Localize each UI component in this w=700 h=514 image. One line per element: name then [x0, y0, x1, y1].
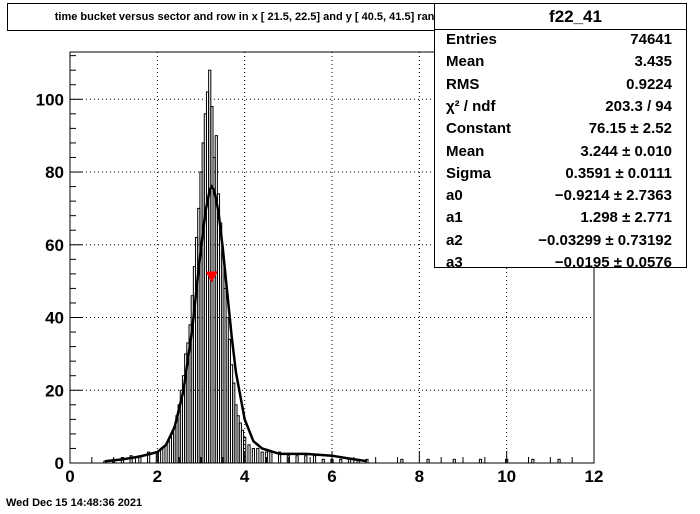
x-tick-label: 10	[497, 467, 516, 486]
stats-value: 0.9224	[626, 75, 672, 93]
histogram-bar	[260, 451, 264, 464]
stats-row: Sigma 0.3591 ± 0.0111	[435, 163, 686, 185]
stats-value: −0.03299 ± 0.73192	[538, 231, 672, 249]
stats-key: Constant	[446, 120, 511, 138]
chart-title-text: time bucket versus sector and row in x […	[54, 11, 448, 23]
stats-key: a0	[446, 187, 463, 205]
stats-value: 3.435	[634, 53, 672, 71]
histogram-bar	[147, 451, 151, 464]
stats-row: χ² / ndf 203.3 / 94	[435, 96, 686, 118]
stats-row: Constant 76.15 ± 2.52	[435, 118, 686, 140]
histogram-bar	[312, 455, 317, 464]
histogram-bar	[531, 458, 535, 464]
stats-value: 0.3591 ± 0.0111	[565, 164, 672, 182]
histogram-bar	[557, 458, 561, 464]
y-tick-label: 60	[45, 236, 64, 255]
stats-row: RMS 0.9224	[435, 74, 686, 96]
histogram-bar	[256, 447, 260, 464]
timestamp: Wed Dec 15 14:48:36 2021	[6, 497, 143, 509]
x-tick-label: 6	[327, 467, 336, 486]
fit-peak-marker	[205, 271, 218, 283]
stats-key: Mean	[446, 53, 485, 71]
stats-key: Mean	[446, 142, 485, 160]
stats-key: a2	[446, 231, 463, 249]
stats-row: Mean 3.244 ± 0.010	[435, 141, 686, 163]
stats-value: 76.15 ± 2.52	[588, 120, 672, 138]
histogram-bar	[251, 447, 255, 464]
histogram-bar	[247, 444, 251, 464]
fit-curve	[104, 184, 368, 463]
histogram-bar	[304, 455, 308, 464]
chart-title: time bucket versus sector and row in x […	[7, 3, 495, 31]
histogram-bar	[295, 455, 299, 464]
x-tick-label: 12	[585, 467, 604, 486]
stats-key: a1	[446, 209, 463, 227]
stats-row: Entries 74641	[435, 29, 686, 51]
stats-row: a0 −0.9214 ± 2.7363	[435, 185, 686, 207]
x-tick-label: 2	[153, 467, 162, 486]
stats-title: f22_41	[435, 4, 686, 30]
y-tick-label: 0	[55, 454, 64, 473]
histogram-bar	[478, 458, 483, 464]
x-tick-label: 0	[65, 467, 74, 486]
histogram-bar	[400, 458, 404, 464]
y-tick-label: 100	[36, 90, 64, 109]
histogram-bar	[269, 451, 273, 464]
histogram-bar	[164, 444, 168, 464]
stats-key: a3	[446, 254, 463, 271]
stats-value: −0.9214 ± 2.7363	[554, 187, 672, 205]
histogram-bar	[321, 458, 325, 464]
y-tick-label: 20	[45, 381, 64, 400]
y-tick-label: 40	[45, 309, 64, 328]
stats-box: f22_41 Entries 74641 Mean 3.435 RMS 0.9224 χ² …	[434, 3, 687, 271]
histogram-bar	[452, 458, 456, 464]
stats-key: RMS	[446, 75, 480, 93]
stats-value: 1.298 ± 2.771	[580, 209, 672, 227]
stats-key: Sigma	[446, 164, 492, 182]
stats-row: a3 −0.0195 ± 0.0576	[435, 252, 686, 274]
stats-value: −0.0195 ± 0.0576	[554, 254, 672, 271]
stats-row: Mean 3.435	[435, 51, 686, 73]
x-tick-label: 4	[240, 467, 250, 486]
histogram-bar	[339, 458, 343, 464]
stats-value: 3.244 ± 0.010	[580, 142, 672, 160]
stats-value: 203.3 / 94	[605, 97, 672, 115]
stats-key: Entries	[446, 31, 497, 48]
y-tick-label: 80	[45, 163, 64, 182]
stats-value: 74641	[630, 31, 672, 48]
y-axis-ticks: 0 20 40 60 80 100	[36, 55, 82, 473]
x-tick-label: 8	[415, 467, 424, 486]
x-axis-ticks: 0 2 4 6 8 10 12	[65, 451, 603, 486]
stats-row: a1 1.298 ± 2.771	[435, 207, 686, 229]
stats-key: χ² / ndf	[446, 97, 496, 115]
histogram-bar	[278, 451, 282, 464]
histogram-bar	[426, 458, 430, 464]
stats-row: a2 −0.03299 ± 0.73192	[435, 230, 686, 252]
